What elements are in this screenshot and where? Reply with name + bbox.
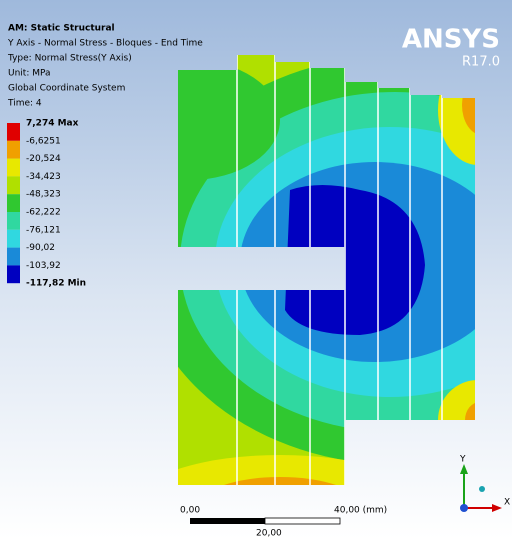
scale-middle: 20,00 bbox=[256, 529, 282, 539]
legend-swatch bbox=[7, 141, 20, 159]
header-line: AM: Static Structural bbox=[8, 24, 115, 34]
legend-swatch bbox=[7, 159, 20, 177]
legend-label: -117,82 Min bbox=[26, 279, 86, 289]
result-viewport: AM: Static Structural Y Axis - Normal Str… bbox=[0, 0, 512, 539]
scale-start: 0,00 bbox=[180, 506, 200, 516]
header-line: Unit: MPa bbox=[8, 69, 51, 79]
legend-swatch bbox=[7, 194, 20, 212]
legend-label: -62,222 bbox=[26, 208, 61, 218]
legend-swatch bbox=[7, 230, 20, 248]
legend-label: -90,02 bbox=[26, 243, 55, 253]
legend-swatch bbox=[7, 176, 20, 194]
legend-label: 7,274 Max bbox=[26, 119, 79, 129]
legend-label: -6,6251 bbox=[26, 136, 61, 146]
legend-label: -103,92 bbox=[26, 261, 61, 271]
legend-swatch bbox=[7, 265, 20, 283]
legend-label: -48,323 bbox=[26, 190, 61, 200]
logo-release: R17.0 bbox=[462, 55, 500, 70]
header-line: Y Axis - Normal Stress - Bloques - End T… bbox=[7, 39, 203, 49]
triad-y: Y bbox=[459, 455, 466, 465]
header-line: Global Coordinate System bbox=[8, 84, 125, 94]
header-line: Time: 4 bbox=[7, 99, 42, 109]
header-line: Type: Normal Stress(Y Axis) bbox=[7, 54, 132, 64]
triad-x: X bbox=[504, 498, 510, 508]
scale-end: 40,00 (mm) bbox=[334, 506, 387, 516]
legend-label: -76,121 bbox=[26, 225, 61, 235]
legend-label: -34,423 bbox=[26, 172, 61, 182]
legend-swatch bbox=[7, 248, 20, 266]
legend-swatch bbox=[7, 212, 20, 230]
legend-label: -20,524 bbox=[26, 154, 61, 164]
legend-swatch bbox=[7, 123, 20, 141]
logo-name: ANSYS bbox=[402, 25, 500, 55]
